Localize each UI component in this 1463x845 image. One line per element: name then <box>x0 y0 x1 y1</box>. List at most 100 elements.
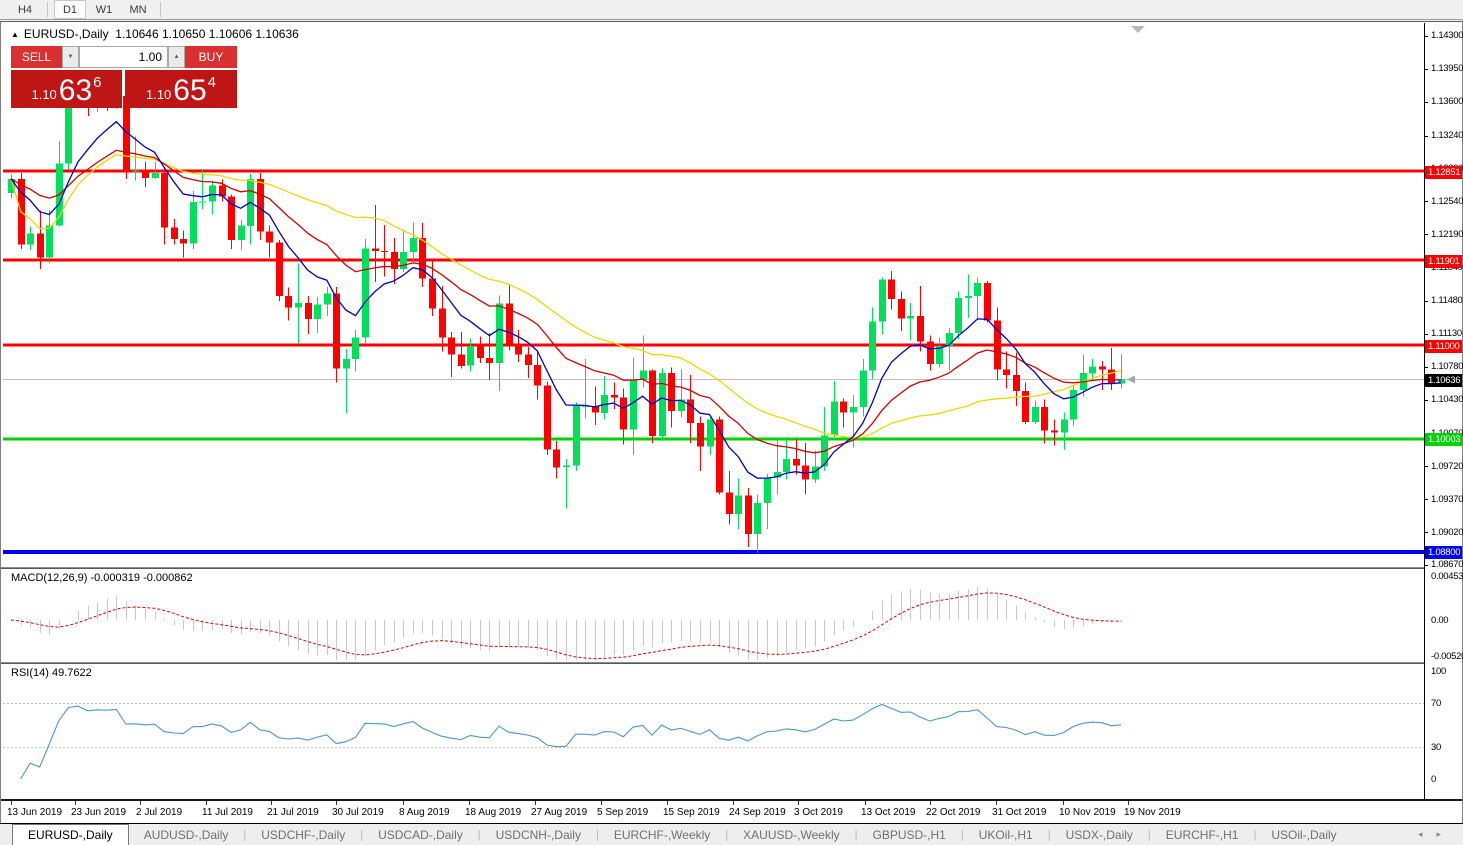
chart-tab-usdcnh-daily[interactable]: USDCNH-,Daily <box>495 827 581 842</box>
tab-divider: | <box>725 828 729 841</box>
price-tick-mark <box>1425 466 1428 467</box>
buy-price-prefix: 1.10 <box>145 87 172 102</box>
rsi-axis-label: 100 <box>1431 666 1446 677</box>
date-tick-mark <box>140 801 141 805</box>
volume-decrease-button[interactable]: ▼ <box>62 46 79 68</box>
price-tick-label: 1.10780 <box>1431 361 1463 372</box>
date-tick-mark <box>865 801 866 805</box>
price-scale[interactable]: 1.143001.139501.136001.132401.128901.125… <box>1424 23 1463 799</box>
macd-pane[interactable]: MACD(12,26,9) -0.000319 -0.000862 <box>3 569 1424 662</box>
chart-tab-ukoil-h1[interactable]: UKOil-,H1 <box>978 827 1033 842</box>
up-arrow-icon: ▲ <box>173 54 180 60</box>
chart-tab-usdchf-daily[interactable]: USDCHF-,Daily <box>261 827 346 842</box>
date-tick-mark <box>75 801 76 805</box>
date-tick-label: 10 Nov 2019 <box>1059 807 1116 818</box>
tab-divider: | <box>595 828 599 841</box>
date-tick-mark <box>667 801 668 805</box>
pane-splitter[interactable] <box>1 567 1462 569</box>
tab-divider: | <box>477 828 481 841</box>
chart-tab-usdx-daily[interactable]: USDX-,Daily <box>1065 827 1133 842</box>
macd-axis-label: 0.00 <box>1431 615 1449 626</box>
date-tick-label: 30 Jul 2019 <box>332 807 384 818</box>
chart-tab-eurusd-daily[interactable]: EURUSD-,Daily <box>12 824 129 845</box>
tab-divider: | <box>1147 828 1151 841</box>
rsi-label: RSI(14) 49.7622 <box>11 667 92 679</box>
sell-price-big: 63 <box>58 74 93 107</box>
date-tick-mark <box>1063 801 1064 805</box>
date-tick-mark <box>206 801 207 805</box>
date-tick-mark <box>798 801 799 805</box>
timeframe-button-w1[interactable]: W1 <box>95 3 113 16</box>
chart-ohlc-values: 1.10646 1.10650 1.10606 1.10636 <box>115 27 299 41</box>
sell-price-prefix: 1.10 <box>31 87 57 102</box>
date-tick-mark <box>535 801 536 805</box>
chart-tab-usoil-daily[interactable]: USOil-,Daily <box>1271 827 1337 842</box>
macd-canvas[interactable] <box>3 569 1424 662</box>
date-tick-label: 2 Jul 2019 <box>136 807 183 818</box>
tab-divider: | <box>1047 828 1051 841</box>
sell-button[interactable]: SELL <box>11 46 62 68</box>
chart-tab-xauusd-weekly[interactable]: XAUUSD-,Weekly <box>743 827 840 842</box>
chart-shift-icon <box>1131 26 1145 33</box>
rsi-axis-label: 70 <box>1431 698 1441 709</box>
date-tick-mark <box>733 801 734 805</box>
one-click-trading-panel: SELL ▼ 1.00 ▲ BUY 1.10 63 6 1.10 65 4 <box>11 46 237 108</box>
price-tick-mark <box>1425 367 1428 368</box>
timeframe-button-h4[interactable]: H4 <box>17 3 33 16</box>
date-tick-label: 3 Oct 2019 <box>794 807 843 818</box>
date-tick-label: 19 Nov 2019 <box>1124 807 1181 818</box>
price-level-badge: 1.11901 <box>1425 255 1462 268</box>
tab-divider: | <box>960 828 964 841</box>
toolbar-separator <box>160 2 161 17</box>
sell-price-display[interactable]: 1.10 63 6 <box>11 70 122 108</box>
price-tick-label: 1.11130 <box>1431 328 1462 339</box>
rsi-pane[interactable]: RSI(14) 49.7622 <box>3 664 1424 799</box>
chart-tab-usdcad-daily[interactable]: USDCAD-,Daily <box>378 827 463 842</box>
pane-splitter[interactable] <box>1 662 1462 664</box>
date-tick-mark <box>403 801 404 805</box>
volume-increase-button[interactable]: ▲ <box>168 46 185 68</box>
tabs-scroll-left-icon[interactable]: ◂ <box>1417 829 1423 839</box>
time-axis[interactable]: 13 Jun 2019 23 Jun 2019 2 Jul 2019 11 Jul 2… <box>1 801 1462 823</box>
chart-tab-gbpusd-h1[interactable]: GBPUSD-,H1 <box>872 827 946 842</box>
chart-symbol-period: EURUSD-,Daily <box>23 27 109 41</box>
date-tick-label: 23 Jun 2019 <box>71 807 127 818</box>
chart-tab-eurchf-h1[interactable]: EURCHF-,H1 <box>1165 827 1239 842</box>
price-tick-label: 1.08670 <box>1431 559 1463 570</box>
buy-button[interactable]: BUY <box>185 46 237 68</box>
date-tick-label: 13 Jun 2019 <box>7 807 63 818</box>
main-chart[interactable]: ▲ EURUSD-,Daily 1.10646 1.10650 1.10606 1… <box>3 23 1424 567</box>
sell-price-pip: 6 <box>93 74 102 91</box>
rsi-canvas[interactable] <box>3 664 1424 799</box>
price-level-badge: 1.12851 <box>1425 166 1462 179</box>
buy-price-big: 65 <box>173 74 207 107</box>
main-chart-canvas[interactable] <box>3 23 1424 567</box>
buy-price-display[interactable]: 1.10 65 4 <box>125 70 237 108</box>
volume-input[interactable]: 1.00 <box>79 46 168 68</box>
collapse-triangle-icon[interactable]: ▲ <box>11 30 19 39</box>
timeframe-toolbar: H4 D1 W1 MN <box>0 0 1463 20</box>
tabs-scroll-right-icon[interactable]: ▸ <box>1436 829 1441 839</box>
price-tick-label: 1.13950 <box>1431 63 1463 74</box>
date-tick-mark <box>996 801 997 805</box>
date-tick-mark <box>469 801 470 805</box>
chart-tab-eurchf-weekly[interactable]: EURCHF-,Weekly <box>613 827 711 842</box>
chart-window: ▲ EURUSD-,Daily 1.10646 1.10650 1.10606 1… <box>0 21 1463 824</box>
timeframe-button-d1[interactable]: D1 <box>54 0 86 19</box>
price-tick-mark <box>1425 565 1428 566</box>
price-tick-mark <box>1425 102 1428 103</box>
timeframe-button-mn[interactable]: MN <box>129 3 147 16</box>
rsi-axis-label: 0 <box>1431 774 1436 785</box>
price-tick-label: 1.12190 <box>1431 229 1463 240</box>
date-tick-mark <box>11 801 12 805</box>
date-tick-mark <box>336 801 337 805</box>
chart-title: ▲ EURUSD-,Daily 1.10646 1.10650 1.10606 1… <box>11 27 299 41</box>
price-tick-label: 1.13600 <box>1431 96 1463 107</box>
price-tick-label: 1.09020 <box>1431 527 1463 538</box>
price-tick-mark <box>1425 301 1428 302</box>
chart-tab-audusd-daily[interactable]: AUDUSD-,Daily <box>143 827 229 842</box>
price-tick-mark <box>1425 400 1428 401</box>
tab-divider: | <box>360 828 364 841</box>
chart-tab-bar: EURUSD-,Daily AUDUSD-,Daily | USDCHF-,Daily… <box>0 823 1463 845</box>
price-level-badge: 1.11000 <box>1425 340 1462 353</box>
